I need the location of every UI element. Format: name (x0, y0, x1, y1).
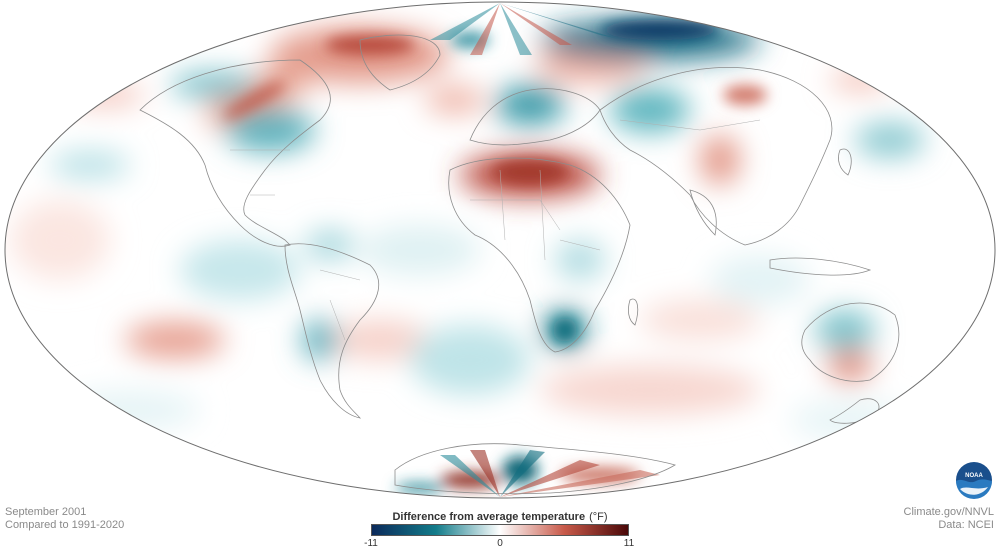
date-caption: September 2001 Compared to 1991-2020 (5, 506, 124, 532)
world-map-svg (4, 1, 996, 499)
indonesia-outline (769, 257, 872, 276)
credit-source: Climate.gov/NNVL (903, 506, 994, 518)
north-pole-rays (430, 3, 615, 55)
legend-ticks: -11 0 11 (364, 536, 634, 549)
baseline-label: Compared to 1991-2020 (5, 519, 125, 531)
noaa-logo-icon: NOAA (955, 461, 993, 499)
australia-outline (801, 302, 900, 382)
south-america-outline (284, 243, 379, 419)
logo-text: NOAA (965, 473, 983, 479)
japan-outline (838, 148, 852, 176)
asia-outline (599, 67, 833, 246)
date-label: September 2001 (5, 506, 87, 518)
legend-title: Difference from average temperature (392, 511, 586, 523)
antarctica-outline (394, 443, 676, 495)
coastlines (139, 34, 900, 495)
new-zealand-outline (829, 398, 880, 424)
anomaly-blobs (10, 20, 925, 440)
legend-color-bar (371, 524, 629, 536)
legend-max-label: 11 (623, 538, 635, 549)
legend-min-label: -11 (364, 538, 378, 549)
legend-unit: (°F) (589, 511, 608, 523)
temperature-anomaly-map (4, 1, 996, 499)
legend-mid-label: 0 (497, 538, 503, 549)
africa-outline (448, 157, 631, 353)
india-outline (689, 189, 717, 236)
north-america-outline (139, 59, 331, 247)
greenland-outline (359, 34, 441, 91)
legend-title-row: Difference from average temperature (°F) (371, 510, 629, 524)
country-borders (230, 119, 761, 341)
credit-data: Data: NCEI (938, 519, 994, 531)
credits: Climate.gov/NNVL Data: NCEI (904, 506, 994, 532)
color-legend: Difference from average temperature (°F) … (364, 510, 634, 549)
anomaly-streaks (224, 20, 767, 493)
madagascar-outline (628, 298, 639, 326)
south-pole-rays (440, 450, 660, 497)
anomaly-field (10, 3, 925, 497)
globe-outline (4, 1, 996, 499)
